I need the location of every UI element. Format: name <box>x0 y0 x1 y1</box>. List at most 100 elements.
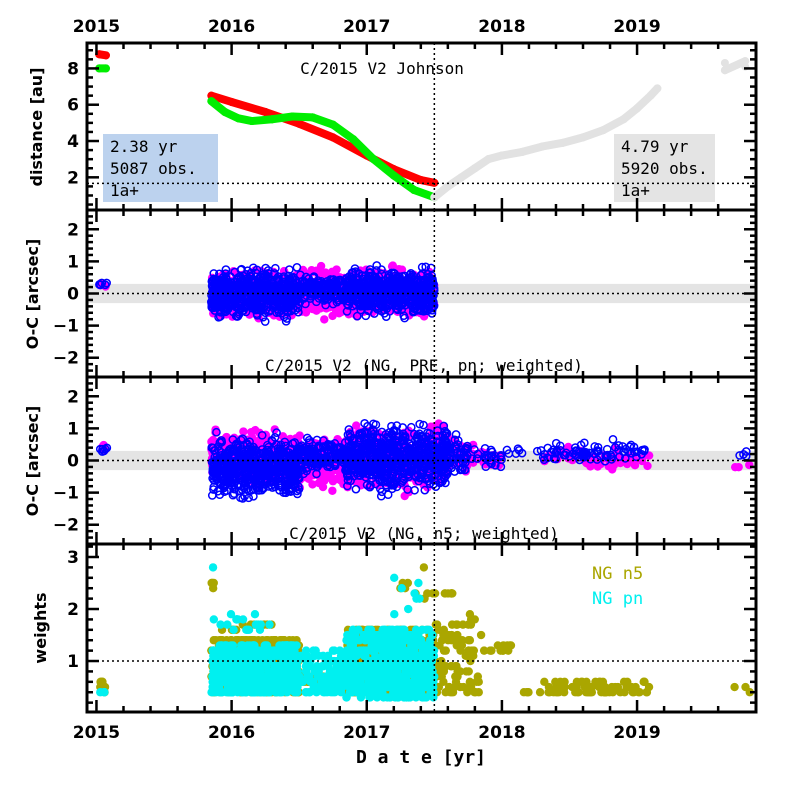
data-point <box>227 446 237 456</box>
data-curve-segment <box>328 120 358 144</box>
data-point <box>322 291 332 301</box>
data-point <box>218 481 228 491</box>
data-point <box>249 454 259 464</box>
data-point <box>281 316 291 326</box>
data-point <box>256 305 266 315</box>
data-point <box>295 445 305 455</box>
data-point <box>211 284 220 294</box>
data-point <box>267 436 277 446</box>
data-point <box>279 462 288 472</box>
data-point <box>220 306 229 315</box>
data-point <box>247 446 257 456</box>
data-point <box>214 269 224 279</box>
data-point <box>226 457 235 467</box>
data-point <box>221 274 231 284</box>
data-point <box>102 278 111 288</box>
data-point <box>209 462 218 472</box>
data-point <box>215 312 225 321</box>
data-point <box>297 441 307 450</box>
data-curve-segment <box>227 97 270 116</box>
data-point <box>312 435 322 445</box>
data-point <box>318 453 328 463</box>
data-point <box>226 298 236 308</box>
data-point <box>221 265 231 274</box>
data-point <box>342 307 352 316</box>
data-point <box>417 262 427 272</box>
data-point <box>209 482 219 492</box>
data-point <box>430 178 439 187</box>
data-point <box>284 480 293 490</box>
data-point <box>414 291 424 301</box>
data-point <box>392 304 402 313</box>
data-point <box>238 470 248 480</box>
data-point <box>240 478 250 488</box>
data-point <box>392 273 402 283</box>
data-point <box>332 265 341 274</box>
data-point <box>228 435 238 444</box>
data-point <box>253 465 262 475</box>
data-point <box>354 295 364 305</box>
data-point <box>285 265 294 274</box>
data-point <box>247 278 257 288</box>
data-point <box>292 263 302 272</box>
data-point <box>352 421 361 430</box>
data-point <box>263 266 273 275</box>
data-point <box>301 299 310 309</box>
data-point <box>215 455 224 464</box>
data-point <box>345 275 355 285</box>
data-point <box>242 302 251 311</box>
data-point <box>395 285 405 294</box>
data-point <box>301 464 311 473</box>
data-point <box>255 454 265 464</box>
data-point <box>360 290 369 300</box>
panel-oc-n5-data <box>87 419 756 503</box>
data-point <box>258 295 268 305</box>
data-point <box>328 477 338 486</box>
data-curve-segment <box>389 165 425 185</box>
data-point <box>250 299 259 308</box>
data-point <box>295 270 305 280</box>
data-point <box>230 298 240 308</box>
data-point <box>260 317 270 326</box>
data-point <box>734 462 743 472</box>
data-point <box>208 296 218 306</box>
data-point <box>244 493 254 503</box>
data-point <box>221 269 230 278</box>
data-point <box>377 265 386 274</box>
data-point <box>264 482 273 491</box>
data-point <box>312 297 321 307</box>
data-point <box>212 474 221 484</box>
data-point <box>239 427 248 436</box>
data-point <box>228 490 238 500</box>
data-point <box>321 442 331 452</box>
data-point <box>207 443 217 452</box>
data-point <box>334 275 344 285</box>
data-point <box>238 494 248 503</box>
data-point <box>270 461 279 471</box>
data-point <box>352 280 361 290</box>
panel-distance-data <box>95 50 750 202</box>
data-point <box>230 292 240 302</box>
data-point <box>275 291 285 300</box>
data-point <box>209 269 219 278</box>
data-point <box>261 286 270 296</box>
data-point <box>389 290 399 300</box>
data-point <box>653 84 662 93</box>
data-point <box>276 440 286 450</box>
data-point <box>413 305 422 314</box>
data-point <box>215 438 225 447</box>
data-point <box>229 489 239 499</box>
data-point <box>284 271 293 281</box>
data-point <box>387 262 397 271</box>
data-point <box>318 482 328 492</box>
data-point <box>100 444 110 454</box>
data-point <box>307 453 317 463</box>
data-point <box>219 483 229 493</box>
data-point <box>101 64 110 73</box>
data-curve-segment <box>369 155 398 180</box>
data-point <box>424 291 434 301</box>
data-point <box>317 459 326 468</box>
data-curve-segment <box>295 119 337 142</box>
data-point <box>344 301 353 310</box>
